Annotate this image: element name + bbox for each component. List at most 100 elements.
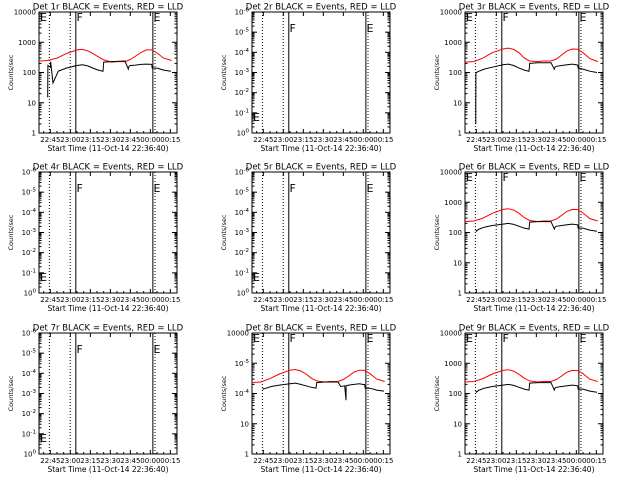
y-tick-label-base: 10 [22, 430, 31, 438]
y-axis-label: Counts/sec [7, 214, 15, 250]
edge-e-label: E [40, 11, 47, 24]
x-tick-label: 23:00 [60, 296, 80, 304]
x-tick-label: 23:45 [333, 457, 353, 465]
x-tick-label: 22:45 [253, 296, 273, 304]
y-tick-label-exp: 0 [33, 450, 37, 456]
y-tick-label: 100 [449, 229, 462, 237]
x-axis-label: Start Time (11-Oct-14 22:36:40) [47, 144, 168, 153]
x-axis-label: Start Time (11-Oct-14 22:36:40) [473, 465, 594, 474]
y-tick-label-base: 10 [235, 109, 244, 117]
y-axis-label: Counts/sec [433, 375, 441, 411]
y-tick-label: 10-2 [22, 248, 36, 257]
panel-title: Det 9r BLACK = Events, RED = LLD [459, 324, 610, 334]
x-tick-label: 00:15 [373, 296, 393, 304]
y-tick-label: 10000 [227, 330, 249, 338]
x-tick-label: 23:45 [546, 457, 566, 465]
y-tick-label-base: 10 [235, 360, 244, 368]
marker-label-f: F [289, 182, 295, 195]
plot-frame [38, 11, 178, 134]
marker-label-e: E [154, 182, 161, 195]
marker-label-e: E [154, 11, 161, 24]
x-tick-label: 00:15 [160, 136, 180, 144]
series-group [252, 368, 385, 401]
y-tick-label-base: 10 [22, 189, 31, 197]
y-tick-label: 10-5 [22, 349, 37, 358]
y-tick-label: 100 [237, 129, 250, 138]
y-tick-label-base: 10 [235, 209, 244, 217]
marker-label-e: E [367, 182, 374, 195]
y-tick-label: 10-6 [22, 329, 37, 338]
y-tick-label-base: 10 [22, 390, 31, 398]
y-tick-label-base: 10 [237, 290, 246, 298]
series-group [39, 48, 172, 98]
y-tick-label: 10-1 [235, 108, 249, 117]
y-tick-label: 100 [24, 289, 37, 298]
marker-label-f: F [76, 11, 82, 24]
x-tick-label: 23:30 [100, 136, 120, 144]
marker-label-f: F [76, 182, 82, 195]
x-tick-label: 23:00 [273, 296, 293, 304]
x-tick-label: 00:15 [586, 136, 606, 144]
y-tick-label-exp: -3 [31, 228, 37, 234]
edge-e-label: E [253, 111, 260, 124]
y-tick-label: 1 [458, 290, 462, 298]
x-tick-label: 23:45 [120, 457, 140, 465]
y-tick-label-exp: -1 [244, 268, 249, 274]
y-axis-label: Counts/sec [433, 54, 441, 90]
y-tick-label-base: 10 [22, 249, 31, 257]
x-tick-label: 00:00 [566, 136, 586, 144]
x-tick-label: 23:15 [506, 457, 526, 465]
y-tick-label-base: 10 [235, 9, 244, 17]
y-tick-label: 10-4 [235, 208, 250, 217]
plot-frame [464, 11, 604, 134]
x-tick-label: 23:30 [526, 136, 546, 144]
y-tick-label: 10 [453, 420, 462, 428]
y-tick-label-base: 10 [235, 169, 244, 177]
y-tick-label-exp: 0 [33, 289, 37, 295]
y-tick-label-exp: -4 [244, 208, 250, 214]
y-tick-label-exp: -2 [31, 409, 36, 415]
panel-title: Det 5r BLACK = Events, RED = LLD [246, 163, 397, 173]
events-black-series-line [262, 381, 385, 401]
x-tick-label: 23:00 [273, 457, 293, 465]
y-tick-label: 10 [453, 99, 462, 107]
y-tick-label: 10 [240, 420, 249, 428]
panel-title: Det 6r BLACK = Events, RED = LLD [459, 163, 610, 173]
x-tick-label: 00:00 [140, 136, 160, 144]
x-tick-label: 00:00 [353, 136, 373, 144]
y-tick-label-exp: -6 [244, 8, 250, 14]
x-tick-label: 23:45 [333, 296, 353, 304]
lld-red-series-line [252, 368, 385, 384]
x-axis-label: Start Time (11-Oct-14 22:36:40) [473, 144, 594, 153]
y-tick-label-exp: -5 [244, 28, 250, 34]
y-tick-label: 10000 [440, 330, 462, 338]
y-tick-label-exp: -5 [244, 359, 250, 365]
y-tick-label: 10-3 [235, 68, 250, 77]
marker-label-f: F [76, 343, 82, 356]
x-tick-label: 23:15 [506, 136, 526, 144]
y-tick-label-exp: -2 [31, 248, 36, 254]
panel-title: Det 2r BLACK = Events, RED = LLD [246, 3, 397, 13]
marker-label-e: E [367, 332, 374, 345]
y-tick-label-base: 10 [22, 350, 31, 358]
x-axis-label: Start Time (11-Oct-14 22:36:40) [473, 304, 594, 313]
y-tick-label-base: 10 [22, 209, 31, 217]
y-axis-label: Counts/sec [220, 54, 228, 90]
marker-label-f: F [502, 332, 508, 345]
y-tick-label-exp: 0 [246, 129, 250, 135]
x-tick-label: 00:00 [140, 296, 160, 304]
y-tick-label-exp: -2 [244, 248, 249, 254]
y-tick-label-exp: -3 [31, 389, 37, 395]
y-tick-label: 1 [458, 451, 462, 459]
y-tick-label-exp: -5 [31, 349, 37, 355]
y-tick-label: 100 [449, 390, 462, 398]
y-tick-label-exp: -3 [244, 228, 250, 234]
marker-label-f: F [289, 332, 295, 345]
y-tick-label-exp: -3 [244, 68, 250, 74]
y-tick-label: 10-5 [235, 188, 250, 197]
x-tick-label: 00:00 [353, 457, 373, 465]
x-tick-label: 23:30 [313, 296, 333, 304]
